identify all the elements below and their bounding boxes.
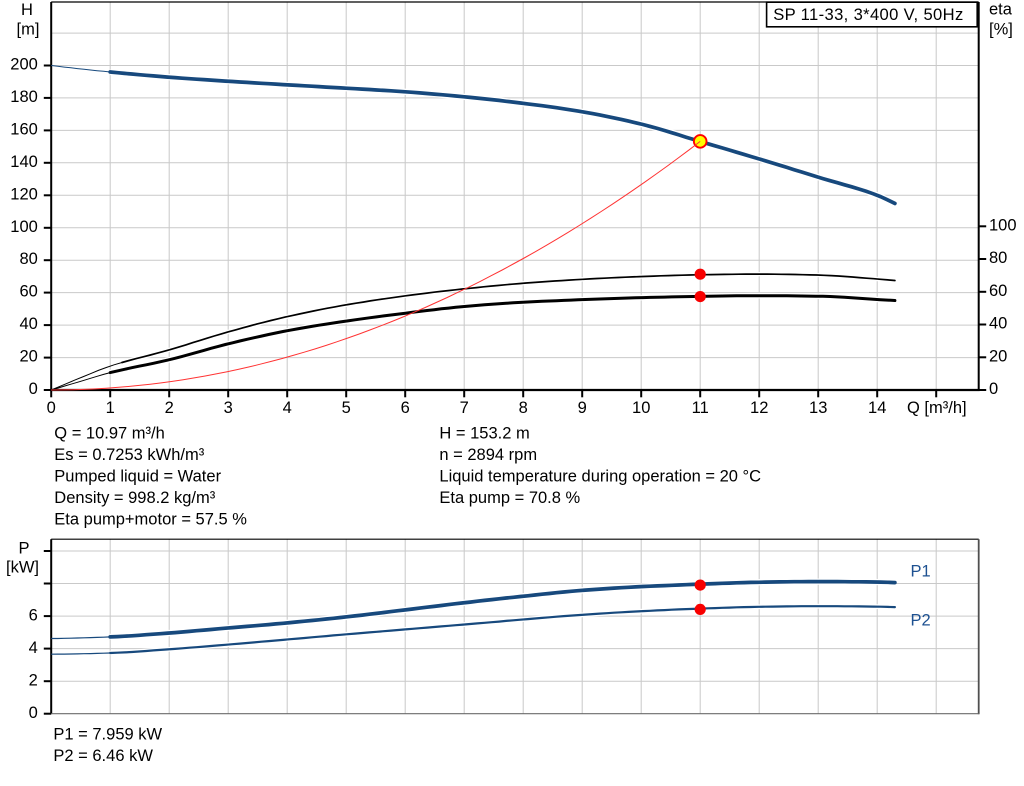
- svg-text:100: 100: [989, 216, 1017, 234]
- svg-text:[%]: [%]: [989, 21, 1013, 39]
- svg-text:Pumped liquid = Water: Pumped liquid = Water: [54, 467, 221, 485]
- svg-text:80: 80: [989, 249, 1007, 267]
- svg-text:P1 = 7.959 kW: P1 = 7.959 kW: [53, 726, 162, 744]
- svg-text:0: 0: [47, 399, 56, 417]
- svg-text:Es = 0.7253 kWh/m³: Es = 0.7253 kWh/m³: [54, 446, 204, 464]
- svg-text:eta: eta: [989, 1, 1013, 19]
- svg-text:200: 200: [10, 56, 38, 74]
- svg-text:P2: P2: [911, 612, 931, 630]
- svg-text:n = 2894 rpm: n = 2894 rpm: [439, 446, 537, 464]
- svg-text:120: 120: [10, 185, 38, 203]
- svg-text:3: 3: [224, 399, 233, 417]
- svg-text:8: 8: [519, 399, 528, 417]
- svg-text:4: 4: [283, 399, 292, 417]
- svg-text:6: 6: [401, 399, 410, 417]
- svg-text:4: 4: [29, 639, 38, 657]
- svg-text:10: 10: [632, 399, 650, 417]
- svg-text:Eta pump = 70.8 %: Eta pump = 70.8 %: [439, 489, 580, 507]
- svg-text:P: P: [18, 540, 29, 558]
- svg-text:P1: P1: [911, 563, 931, 581]
- svg-text:60: 60: [19, 283, 37, 301]
- svg-text:Q = 10.97 m³/h: Q = 10.97 m³/h: [54, 424, 165, 442]
- svg-text:H = 153.2 m: H = 153.2 m: [439, 424, 529, 442]
- svg-text:9: 9: [578, 399, 587, 417]
- svg-text:0: 0: [29, 704, 38, 722]
- svg-text:80: 80: [19, 250, 37, 268]
- svg-text:2: 2: [165, 399, 174, 417]
- svg-text:40: 40: [989, 315, 1007, 333]
- svg-text:2: 2: [29, 671, 38, 689]
- svg-text:12: 12: [750, 399, 768, 417]
- svg-text:160: 160: [10, 120, 38, 138]
- svg-text:1: 1: [106, 399, 115, 417]
- svg-text:100: 100: [10, 218, 38, 236]
- svg-text:Liquid temperature during oper: Liquid temperature during operation = 20…: [439, 467, 761, 485]
- svg-text:[kW]: [kW]: [6, 559, 39, 577]
- svg-text:H: H: [21, 1, 33, 19]
- svg-text:0: 0: [989, 380, 998, 398]
- svg-text:140: 140: [10, 153, 38, 171]
- svg-text:Q [m³/h]: Q [m³/h]: [907, 399, 967, 417]
- svg-text:SP 11-33, 3*400 V, 50Hz: SP 11-33, 3*400 V, 50Hz: [773, 5, 963, 24]
- svg-text:13: 13: [809, 399, 827, 417]
- svg-text:20: 20: [989, 347, 1007, 365]
- svg-text:7: 7: [460, 399, 469, 417]
- svg-text:5: 5: [342, 399, 351, 417]
- svg-text:60: 60: [989, 282, 1007, 300]
- svg-text:Density = 998.2 kg/m³: Density = 998.2 kg/m³: [54, 489, 215, 507]
- svg-text:[m]: [m]: [17, 21, 40, 39]
- svg-text:6: 6: [29, 606, 38, 624]
- svg-text:20: 20: [19, 348, 37, 366]
- svg-text:0: 0: [29, 380, 38, 398]
- svg-text:180: 180: [10, 88, 38, 106]
- svg-text:14: 14: [868, 399, 886, 417]
- svg-text:11: 11: [692, 399, 709, 417]
- svg-text:P2 = 6.46 kW: P2 = 6.46 kW: [53, 747, 153, 765]
- svg-text:Eta pump+motor = 57.5 %: Eta pump+motor = 57.5 %: [54, 510, 247, 528]
- svg-text:40: 40: [19, 315, 37, 333]
